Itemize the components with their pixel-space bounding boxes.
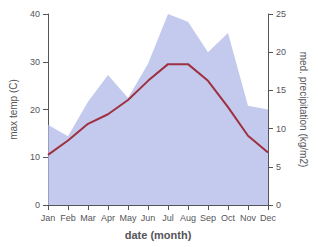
svg-text:med. precipitation (kg/m2): med. precipitation (kg/m2) [298,52,309,168]
svg-text:Nov: Nov [240,213,257,223]
svg-text:40: 40 [30,9,40,19]
svg-text:Jun: Jun [141,213,156,223]
svg-text:5: 5 [276,162,281,172]
svg-text:date (month): date (month) [125,229,192,241]
svg-text:15: 15 [276,85,286,95]
svg-text:max temp (C): max temp (C) [8,79,19,140]
svg-text:Apr: Apr [101,213,115,223]
svg-text:0: 0 [35,200,40,210]
svg-text:Dec: Dec [260,213,277,223]
svg-text:0: 0 [276,200,281,210]
svg-text:Mar: Mar [80,213,96,223]
svg-text:10: 10 [30,152,40,162]
svg-text:20: 20 [30,105,40,115]
svg-text:Aug: Aug [180,213,196,223]
svg-text:May: May [119,213,137,223]
svg-text:30: 30 [30,57,40,67]
svg-text:10: 10 [276,124,286,134]
svg-text:20: 20 [276,47,286,57]
svg-text:Feb: Feb [60,213,76,223]
svg-text:Jan: Jan [41,213,56,223]
svg-text:Sep: Sep [200,213,216,223]
svg-text:Oct: Oct [221,213,236,223]
svg-text:25: 25 [276,9,286,19]
svg-text:Jul: Jul [162,213,174,223]
